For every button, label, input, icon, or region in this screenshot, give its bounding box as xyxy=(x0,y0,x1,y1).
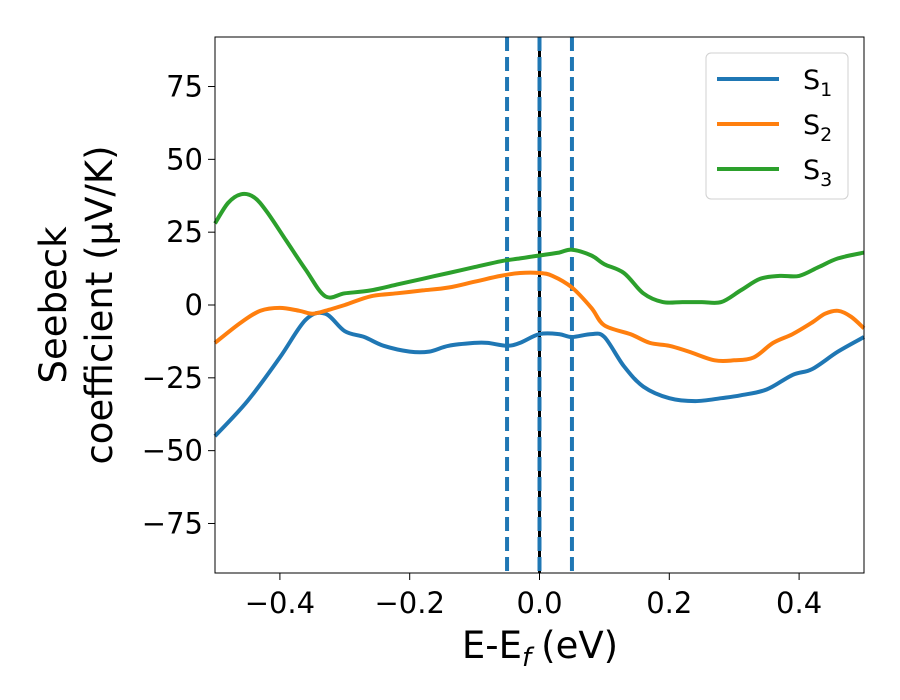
reference-lines xyxy=(505,37,574,573)
x-tick-label: −0.4 xyxy=(245,586,315,620)
y-tick-label: −25 xyxy=(142,361,203,395)
x-axis-title-unit: (eV) xyxy=(541,624,618,667)
legend-items: S1 S2 S3 xyxy=(717,65,832,191)
x-axis-title-sub: f xyxy=(522,643,535,673)
y-tick-label: 50 xyxy=(166,142,203,176)
y-tick-label: 75 xyxy=(166,70,203,104)
y-tick-label: −50 xyxy=(142,434,203,468)
y-tick-label: 0 xyxy=(185,288,203,322)
series-line-1 xyxy=(213,310,866,438)
y-axis-title-line1: Seebeck xyxy=(32,226,75,384)
series-line-2 xyxy=(213,270,866,364)
y-axis-title: Seebeck coefficient (μV/K) xyxy=(32,145,121,464)
x-axis-title: E-Ef (eV) xyxy=(462,624,618,673)
y-axis-ticks: −75 −50 −25 0 25 50 75 xyxy=(142,70,215,540)
x-tick-label: 0.2 xyxy=(646,586,692,620)
legend-label-3: S3 xyxy=(803,155,832,191)
x-axis-title-main: E-E xyxy=(462,624,522,667)
x-tick-label: −0.2 xyxy=(374,586,444,620)
y-tick-label: 25 xyxy=(166,215,203,249)
legend-label-1: S1 xyxy=(803,65,832,101)
y-tick-label: −75 xyxy=(142,506,203,540)
y-axis-title-line2: coefficient (μV/K) xyxy=(78,145,121,464)
data-series xyxy=(213,191,866,438)
x-tick-label: 0.0 xyxy=(516,586,562,620)
legend: S1 S2 S3 xyxy=(705,52,849,200)
x-tick-label: 0.4 xyxy=(776,586,822,620)
legend-label-2: S2 xyxy=(803,110,832,146)
series-line-3 xyxy=(213,191,865,305)
x-axis-ticks: −0.4 −0.2 0.0 0.2 0.4 xyxy=(245,573,822,620)
